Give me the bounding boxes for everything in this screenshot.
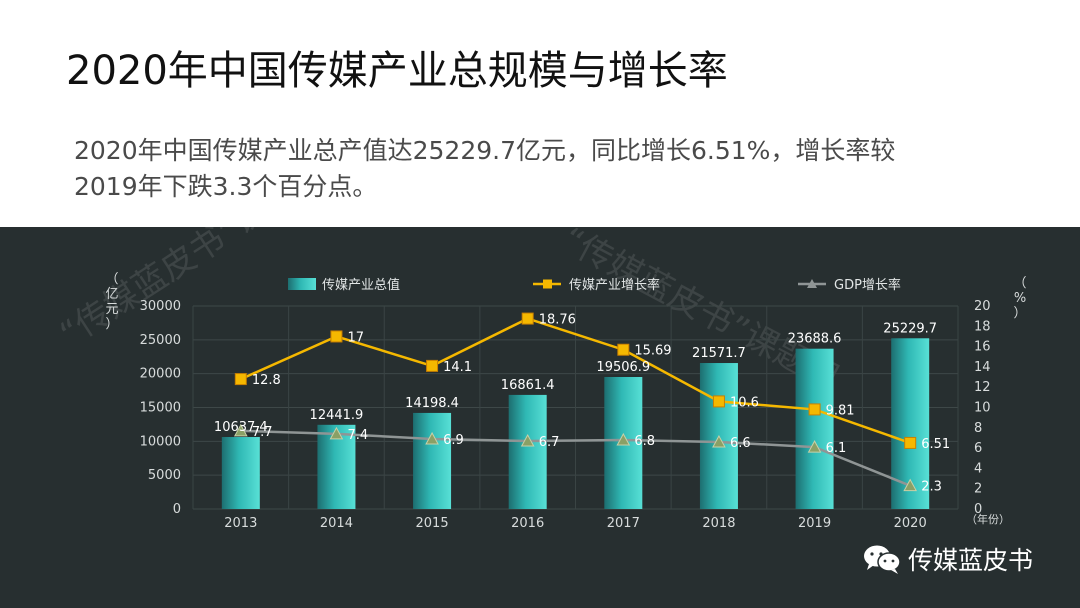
- marker-GDP增长率: [520, 433, 535, 447]
- growth-chart: “传媒蓝皮书”课题组 “传媒蓝皮书”课题组 10637.412441.914198…: [53, 227, 1026, 531]
- marker-GDP增长率: [329, 426, 344, 440]
- legend-label-0: 传媒产业总值: [322, 277, 400, 293]
- slide-summary: 2020年中国传媒产业总产值达25229.7亿元，同比增长6.51%，增长率较2…: [74, 136, 896, 201]
- legend-swatch-0: [288, 278, 316, 290]
- marker-GDP增长率: [712, 434, 726, 448]
- line-GDP增长率: [240, 429, 911, 487]
- y-right-axis-title: （%）: [1013, 276, 1026, 321]
- y-right-tick-label: 16: [974, 340, 991, 355]
- y-right-tick-label: 0: [974, 502, 982, 517]
- marker-GDP增长率: [233, 423, 248, 437]
- svg-text:）: ）: [105, 317, 118, 332]
- y-left-tick-label: 25000: [140, 333, 181, 348]
- point-value-label: 6.1: [826, 441, 847, 456]
- point-value-label: 9.81: [826, 403, 855, 418]
- line-传媒产业增长率: [240, 317, 911, 445]
- y-right-tick-label: 14: [974, 360, 991, 375]
- y-right-tick-label: 8: [974, 421, 982, 436]
- marker-传媒产业增长率: [808, 403, 821, 416]
- bar-value-label: 16861.4: [501, 378, 555, 393]
- marker-传媒产业增长率: [904, 436, 917, 449]
- point-value-label: 10.6: [730, 395, 759, 410]
- bar-value-label: 21571.7: [692, 346, 746, 361]
- y-right-tick-label: 2: [974, 482, 982, 497]
- svg-text:元: 元: [105, 302, 118, 317]
- y-left-axis-title: （亿元）: [105, 272, 118, 332]
- x-tick-label: 2015: [416, 516, 449, 531]
- y-right-tick-label: 6: [974, 441, 982, 456]
- bar-value-label: 12441.9: [310, 408, 364, 423]
- legend-marker-1: [543, 279, 552, 289]
- y-right-tick-label: 4: [974, 461, 982, 476]
- x-tick-label: 2013: [224, 516, 257, 531]
- marker-GDP增长率: [807, 440, 822, 453]
- x-tick-label: 2018: [702, 516, 735, 531]
- bar-2015: [413, 412, 452, 509]
- x-axis-unit: （年份）: [966, 512, 1010, 526]
- x-tick-label: 2020: [894, 516, 927, 531]
- legend-label-2: GDP增长率: [834, 277, 901, 293]
- point-value-label: 2.3: [921, 480, 942, 495]
- point-value-label: 6.9: [443, 433, 464, 448]
- point-value-label: 6.6: [730, 436, 751, 451]
- marker-传媒产业增长率: [712, 395, 725, 408]
- y-right-tick-label: 12: [974, 380, 991, 395]
- legend-marker-2: [807, 279, 817, 288]
- svg-text:%: %: [1014, 291, 1026, 306]
- point-value-label: 18.76: [539, 313, 576, 328]
- y-right-tick-label: 20: [974, 299, 991, 314]
- x-tick-label: 2016: [511, 516, 544, 531]
- y-right-tick-label: 10: [974, 401, 991, 416]
- point-value-label: 15.69: [634, 344, 671, 359]
- point-value-label: 17: [347, 330, 364, 345]
- y-left-tick-label: 0: [173, 502, 181, 517]
- marker-GDP增长率: [903, 478, 918, 492]
- bar-2019: [795, 348, 834, 509]
- marker-传媒产业增长率: [426, 359, 439, 372]
- y-left-tick-label: 30000: [140, 299, 181, 314]
- x-tick-label: 2019: [798, 516, 831, 531]
- point-value-label: 6.51: [921, 437, 950, 452]
- watermark-badge: 传媒蓝皮书: [862, 541, 1033, 577]
- svg-text:（: （: [105, 272, 118, 287]
- legend-label-1: 传媒产业增长率: [569, 277, 660, 293]
- wechat-icon: [864, 545, 901, 574]
- y-left-tick-label: 10000: [140, 434, 181, 449]
- y-left-tick-label: 5000: [148, 468, 181, 483]
- point-value-label: 7.4: [347, 428, 368, 443]
- watermark-badge-text: 传媒蓝皮书: [908, 546, 1034, 575]
- chart-panel: “传媒蓝皮书”课题组 “传媒蓝皮书”课题组 10637.4 12441.9 14198…: [0, 227, 1080, 608]
- svg-text:）: ）: [1013, 306, 1026, 321]
- bar-value-label: 19506.9: [596, 360, 650, 375]
- point-value-label: 12.8: [252, 373, 281, 388]
- bar-value-label: 14198.4: [405, 396, 459, 411]
- x-tick-label: 2014: [320, 516, 353, 531]
- svg-text:（: （: [1013, 276, 1026, 291]
- point-value-label: 14.1: [443, 360, 472, 375]
- bar-value-label: 10637.4: [214, 420, 268, 435]
- marker-GDP增长率: [425, 431, 439, 445]
- y-left-tick-label: 20000: [140, 367, 181, 382]
- y-left-tick-label: 15000: [140, 401, 181, 416]
- bar-2013: [221, 437, 260, 509]
- y-right-tick-label: 18: [974, 319, 991, 334]
- marker-传媒产业增长率: [617, 343, 630, 356]
- marker-传媒产业增长率: [521, 312, 534, 325]
- point-value-label: 6.8: [634, 434, 655, 449]
- bar-value-label: 23688.6: [788, 332, 842, 347]
- marker-传媒产业增长率: [234, 373, 247, 386]
- bar-value-label: 25229.7: [883, 321, 937, 336]
- point-value-label: 7.7: [252, 425, 273, 440]
- marker-GDP增长率: [616, 432, 631, 446]
- marker-传媒产业增长率: [330, 330, 343, 343]
- bar-2016: [508, 394, 547, 509]
- slide-title: 2020年中国传媒产业总规模与增长率: [66, 48, 728, 94]
- svg-text:亿: 亿: [105, 287, 118, 302]
- x-tick-label: 2017: [607, 516, 640, 531]
- point-value-label: 6.7: [539, 435, 560, 450]
